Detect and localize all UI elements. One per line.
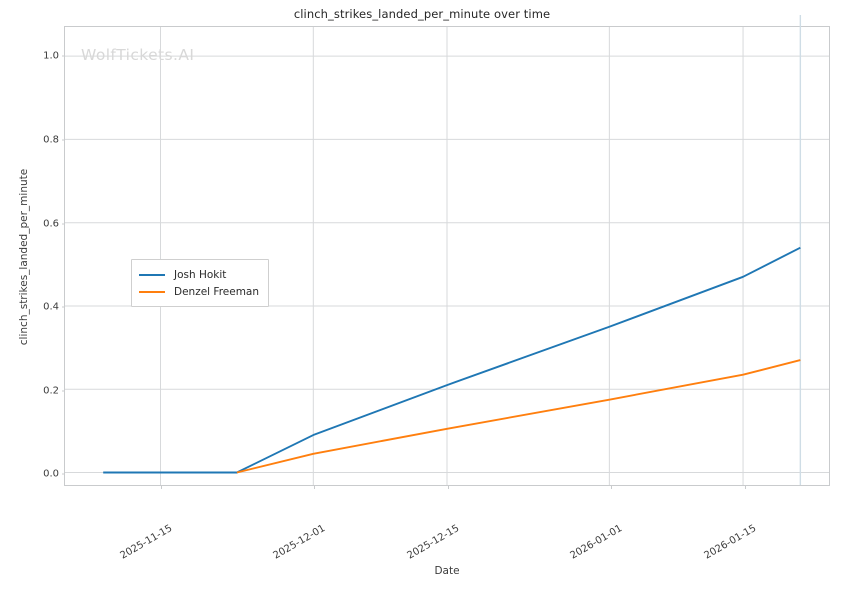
chart-series: [103, 246, 801, 474]
x-tick-mark: [744, 485, 746, 489]
series-line: [103, 246, 801, 474]
y-tick-label: 0.2: [43, 385, 59, 397]
y-tick-label: 0.8: [43, 134, 59, 146]
chart-legend: Josh Hokit Denzel Freeman: [131, 259, 270, 307]
x-tick-label: 2025-12-15: [405, 523, 462, 562]
y-tick-mark: [61, 390, 65, 392]
x-axis-label: Date: [434, 565, 460, 577]
plot-area: WolfTickets.AI clinch_strikes_landed_per…: [18, 15, 830, 562]
x-tick-mark: [313, 485, 315, 489]
y-tick-label: 0.0: [43, 468, 59, 480]
y-tick-mark: [61, 139, 65, 141]
y-axis-label: clinch_strikes_landed_per_minute: [18, 168, 30, 346]
x-tick-label: 2026-01-01: [568, 523, 625, 562]
x-tick-mark: [160, 485, 162, 489]
x-tick-mark: [610, 485, 612, 489]
legend-item-label: Denzel Freeman: [174, 285, 260, 298]
y-tick-mark: [61, 55, 65, 57]
x-tick-mark: [448, 485, 449, 489]
y-tick-mark: [61, 223, 65, 225]
y-tick-mark: [61, 473, 65, 475]
y-tick-label: 0.4: [43, 301, 59, 313]
x-tick-label: 2026-01-15: [702, 523, 759, 562]
legend-color-swatch: [139, 273, 165, 276]
y-tick-label: 1.0: [43, 50, 59, 62]
legend-color-swatch: [139, 290, 165, 293]
y-tick-mark: [61, 306, 65, 308]
legend-item: Denzel Freeman: [139, 283, 259, 300]
chart-title: clinch_strikes_landed_per_minute over ti…: [293, 7, 551, 21]
y-tick-label: 0.6: [43, 218, 59, 230]
x-tick-label: 2025-12-01: [271, 523, 328, 562]
legend-item: Josh Hokit: [139, 266, 259, 283]
x-tick-label: 2025-11-15: [118, 523, 175, 562]
legend-item-label: Josh Hokit: [174, 268, 227, 281]
series-line: [236, 359, 801, 474]
